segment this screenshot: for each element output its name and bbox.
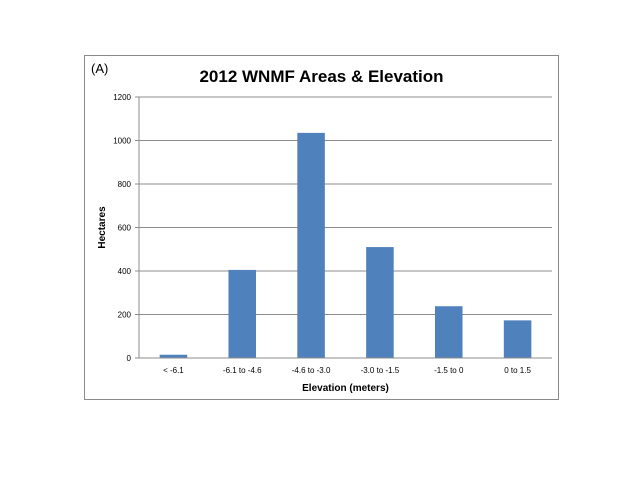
bar [434, 306, 463, 358]
y-axis-title: Hectares [97, 206, 108, 249]
y-tick-label: 1000 [113, 137, 131, 146]
x-tick-label: -1.5 to 0 [434, 366, 464, 375]
bar [503, 320, 532, 358]
x-tick-label: -6.1 to -4.6 [223, 366, 262, 375]
x-tick-label: 0 to 1.5 [504, 366, 531, 375]
tick-labels: 0 200 400 600 800 1000 1200 < -6.1 -6.1 to -4.6 -… [113, 93, 531, 375]
axes [135, 96, 552, 359]
panel-label: (A) [91, 61, 109, 76]
x-tick-label: -3.0 to -1.5 [361, 366, 400, 375]
y-tick-label: 600 [118, 224, 132, 233]
y-tick-label: 0 [127, 354, 132, 363]
chart-plot: 0 200 400 600 800 1000 1200 < -6.1 -6.1 to -4.6 -… [97, 93, 552, 394]
chart-title: 2012 WNMF Areas & Elevation [199, 67, 444, 86]
bar [297, 132, 325, 358]
x-axis-title: Elevation (meters) [302, 383, 389, 394]
bar [159, 354, 188, 358]
bar [366, 247, 394, 358]
y-tick-label: 1200 [113, 93, 131, 102]
chart-figure: (A) 2012 WNMF Areas & Elevation 0 200 400 6… [84, 55, 559, 400]
bar [228, 269, 257, 358]
y-tick-label: 400 [118, 267, 132, 276]
y-tick-label: 800 [118, 180, 132, 189]
gridlines [139, 96, 552, 315]
bars [159, 132, 532, 358]
x-tick-label: < -6.1 [163, 366, 184, 375]
y-tick-label: 200 [118, 311, 132, 320]
x-tick-label: -4.6 to -3.0 [292, 366, 331, 375]
